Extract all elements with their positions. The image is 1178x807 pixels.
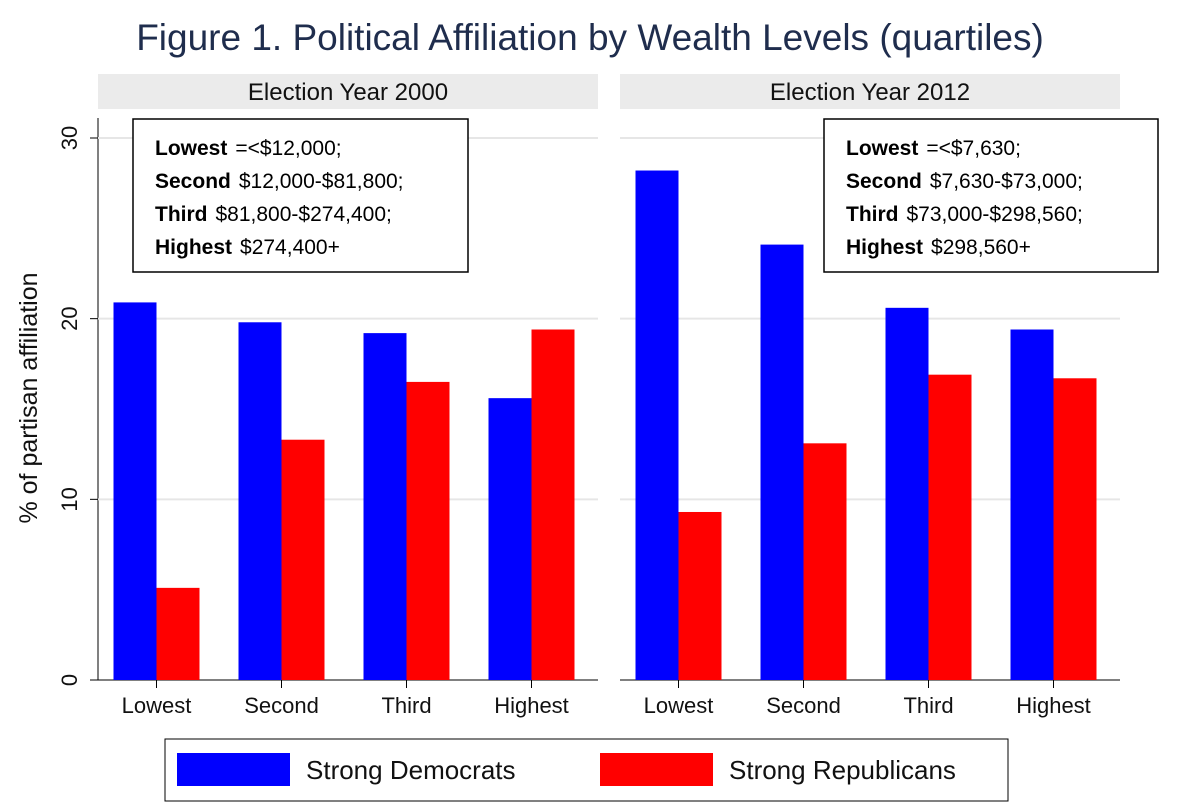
- bar-republicans-third: [928, 374, 972, 680]
- wealth-note-quartile: Third: [846, 203, 899, 226]
- wealth-note-box: [132, 118, 469, 273]
- chart-title: Figure 1. Political Affiliation by Wealt…: [136, 17, 1044, 58]
- legend-swatch-democrats: [177, 753, 290, 786]
- y-tick-label: 20: [57, 306, 82, 330]
- wealth-note-range: $73,000-$298,560;: [907, 203, 1083, 226]
- wealth-note-range: $81,800-$274,400;: [216, 203, 392, 226]
- wealth-note-range: =<$7,630;: [926, 137, 1021, 160]
- bar-republicans-third: [406, 381, 450, 680]
- legend: Strong Democrats Strong Republicans: [164, 738, 1009, 802]
- bar-democrats-highest: [488, 398, 532, 680]
- y-tick-label: 0: [57, 674, 82, 686]
- wealth-note-line: Highest $298,560+: [846, 236, 1031, 259]
- wealth-note-quartile: Second: [846, 170, 922, 193]
- bar-democrats-second: [760, 244, 804, 681]
- bar-democrats-second: [238, 322, 282, 680]
- x-tick-label: Third: [903, 693, 953, 718]
- wealth-note-line: Third $73,000-$298,560;: [846, 203, 1083, 226]
- y-axis: 0 10 20 30: [57, 118, 99, 686]
- panel-strip: [98, 74, 598, 109]
- legend-box: [164, 738, 1009, 802]
- wealth-note-quartile: Highest: [846, 236, 923, 259]
- bar-republicans-highest: [1053, 378, 1097, 680]
- bar-republicans-highest: [531, 329, 575, 680]
- bar-republicans-lowest: [678, 511, 722, 680]
- wealth-note-line: Lowest =<$12,000;: [155, 137, 342, 160]
- wealth-note-range: $298,560+: [931, 236, 1031, 259]
- x-tick-label: Highest: [1016, 693, 1091, 718]
- bar-democrats-third: [885, 307, 929, 680]
- bar-republicans-second: [803, 443, 847, 680]
- y-tick-label: 10: [57, 487, 82, 511]
- x-tick-label: Second: [766, 693, 841, 718]
- wealth-note-quartile: Second: [155, 170, 231, 193]
- legend-label: Strong Republicans: [729, 755, 956, 785]
- bar-democrats-lowest: [113, 302, 157, 680]
- wealth-note-range: =<$12,000;: [235, 137, 341, 160]
- bar-democrats-lowest: [635, 170, 679, 680]
- panel-strip-label: Election Year 2000: [248, 79, 448, 106]
- y-tick-label: 30: [57, 126, 82, 150]
- panel-strip: [620, 74, 1120, 109]
- wealth-note-quartile: Third: [155, 203, 208, 226]
- panel-strip-label: Election Year 2012: [770, 79, 970, 106]
- wealth-note-line: Highest $274,400+: [155, 236, 340, 259]
- wealth-note-line: Lowest =<$7,630;: [846, 137, 1021, 160]
- panel-1: Election Year 2000 Lowest Second Third Highe…: [98, 74, 598, 718]
- wealth-note-line: Second $7,630-$73,000;: [846, 170, 1083, 193]
- x-tick-label: Third: [381, 693, 431, 718]
- x-tick-label: Second: [244, 693, 319, 718]
- wealth-note-quartile: Lowest: [155, 137, 227, 160]
- wealth-note-range: $7,630-$73,000;: [930, 170, 1083, 193]
- bar-democrats-third: [363, 333, 407, 680]
- wealth-note-quartile: Lowest: [846, 137, 918, 160]
- bar-republicans-second: [281, 439, 325, 680]
- wealth-note-range: $274,400+: [240, 236, 340, 259]
- x-tick-label: Highest: [494, 693, 569, 718]
- bar-democrats-highest: [1010, 329, 1054, 680]
- wealth-note-line: Third $81,800-$274,400;: [155, 203, 392, 226]
- x-tick-label: Lowest: [122, 693, 192, 718]
- bar-republicans-lowest: [156, 587, 200, 680]
- legend-swatch-republicans: [600, 753, 713, 786]
- legend-label: Strong Democrats: [306, 755, 516, 785]
- y-axis-title: % of partisan affiliation: [15, 272, 43, 523]
- panel-2: Election Year 2012 Lowest Second Third Highe…: [620, 74, 1159, 718]
- wealth-note-quartile: Highest: [155, 236, 232, 259]
- panels: 0 10 20 30 Election Year 2000 Lowest Second Thi…: [57, 74, 1159, 718]
- wealth-note-range: $12,000-$81,800;: [239, 170, 404, 193]
- x-tick-label: Lowest: [644, 693, 714, 718]
- wealth-note-line: Second $12,000-$81,800;: [155, 170, 404, 193]
- wealth-note-box: [823, 118, 1159, 273]
